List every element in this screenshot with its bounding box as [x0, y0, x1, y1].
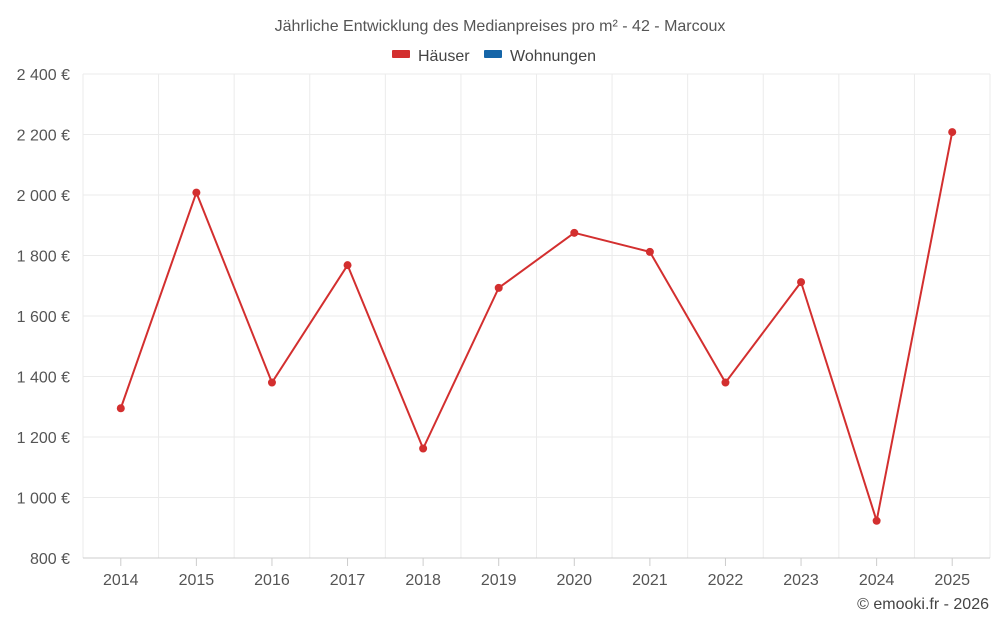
- legend: Häuser Wohnungen: [392, 48, 596, 65]
- y-tick-label: 1 800 €: [17, 249, 70, 266]
- series-line-0: [119, 131, 954, 522]
- y-tick-label: 800 €: [30, 551, 70, 568]
- y-tick-label: 1 600 €: [17, 309, 70, 326]
- data-point[interactable]: [570, 228, 579, 237]
- y-tick-label: 2 200 €: [17, 128, 70, 145]
- x-tick-label: 2017: [330, 572, 366, 589]
- legend-swatch-wohnungen: [484, 50, 502, 58]
- legend-label-haeuser: Häuser: [418, 48, 470, 65]
- legend-swatch-haeuser: [392, 50, 410, 58]
- data-point[interactable]: [645, 247, 654, 256]
- data-point[interactable]: [721, 378, 730, 387]
- data-point[interactable]: [494, 283, 503, 292]
- x-tick-label: 2020: [556, 572, 592, 589]
- chart-title: Jährliche Entwicklung des Medianpreises …: [275, 18, 726, 35]
- x-tick-label: 2025: [934, 572, 970, 589]
- legend-item-wohnungen[interactable]: Wohnungen: [484, 48, 596, 65]
- credit-text: © emooki.fr - 2026: [857, 596, 989, 613]
- data-point[interactable]: [116, 404, 125, 413]
- y-tick-label: 1 200 €: [17, 430, 70, 447]
- data-point[interactable]: [192, 188, 201, 197]
- grid: [82, 73, 991, 558]
- axes: 800 € 1 000 € 1 200 € 1 400 € 1 600 € 1 800 €…: [17, 67, 990, 589]
- x-tick-label: 2015: [179, 572, 215, 589]
- data-point[interactable]: [872, 516, 881, 525]
- x-tick-label: 2014: [103, 572, 139, 589]
- x-tick-label: 2022: [708, 572, 744, 589]
- x-tick-label: 2018: [405, 572, 441, 589]
- series: [116, 128, 957, 525]
- y-tick-label: 2 400 €: [17, 67, 70, 84]
- data-point[interactable]: [267, 378, 276, 387]
- x-tick-label: 2019: [481, 572, 517, 589]
- y-tick-label: 1 000 €: [17, 491, 70, 508]
- data-point[interactable]: [419, 444, 428, 453]
- data-point[interactable]: [948, 128, 957, 137]
- data-point[interactable]: [343, 261, 352, 270]
- y-tick-label: 2 000 €: [17, 188, 70, 205]
- legend-label-wohnungen: Wohnungen: [510, 48, 596, 65]
- x-tick-label: 2021: [632, 572, 668, 589]
- data-point[interactable]: [797, 278, 806, 287]
- x-tick-label: 2023: [783, 572, 819, 589]
- x-tick-label: 2024: [859, 572, 895, 589]
- legend-item-haeuser[interactable]: Häuser: [392, 48, 470, 65]
- x-tick-label: 2016: [254, 572, 290, 589]
- y-tick-label: 1 400 €: [17, 370, 70, 387]
